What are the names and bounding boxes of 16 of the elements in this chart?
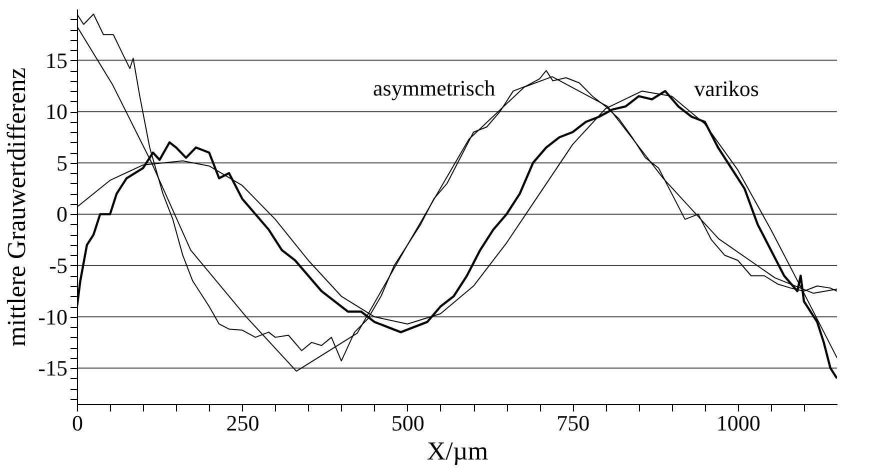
y-axis-title: mittlere Grauwertdifferenz [2, 68, 32, 346]
y-tick-label: -10 [38, 304, 68, 330]
y-tick-label: -15 [38, 356, 68, 381]
x-tick-label: 250 [226, 410, 260, 436]
x-axis-title: X/µm [426, 436, 488, 466]
series-label: asymmetrisch [373, 76, 496, 101]
y-tick-label: 10 [46, 99, 68, 124]
x-tick-label: 0 [72, 410, 83, 436]
y-tick-label: 5 [56, 150, 68, 176]
x-tick-label: 750 [556, 410, 590, 436]
y-tick-label: -5 [49, 252, 68, 278]
y-tick-label: 15 [46, 48, 68, 73]
x-tick-label: 1000 [716, 410, 760, 436]
series-label: varikos [694, 76, 759, 102]
y-tick-label: 0 [56, 202, 68, 227]
x-tick-label: 500 [391, 410, 424, 436]
